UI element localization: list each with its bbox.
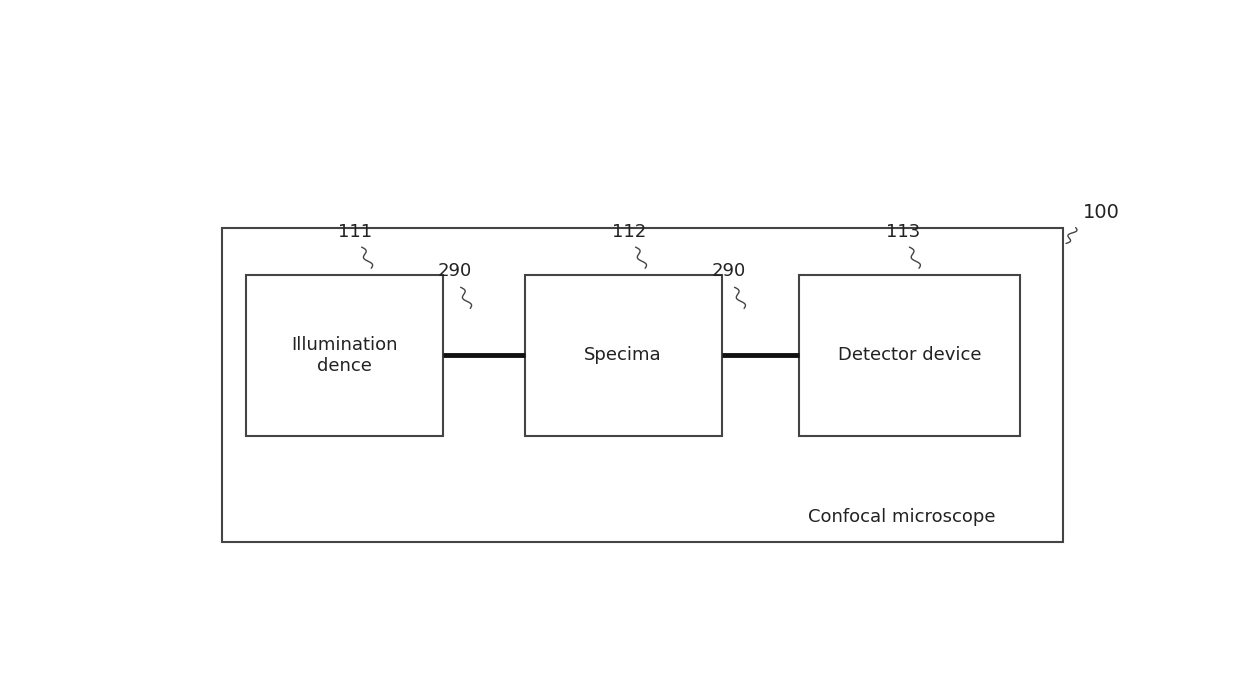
Bar bbox=[247, 275, 444, 436]
Text: 112: 112 bbox=[611, 223, 646, 241]
Text: 100: 100 bbox=[1084, 203, 1120, 222]
Text: Specima: Specima bbox=[584, 346, 662, 364]
Text: Detector device: Detector device bbox=[838, 346, 981, 364]
Text: 111: 111 bbox=[337, 223, 372, 241]
Text: 290: 290 bbox=[712, 263, 745, 281]
Text: Illumination
dence: Illumination dence bbox=[291, 336, 398, 375]
Text: 290: 290 bbox=[438, 263, 472, 281]
Bar bbox=[525, 275, 722, 436]
Bar bbox=[222, 228, 1063, 542]
Text: Confocal microscope: Confocal microscope bbox=[808, 508, 996, 526]
Text: 113: 113 bbox=[885, 223, 920, 241]
Bar bbox=[799, 275, 1019, 436]
